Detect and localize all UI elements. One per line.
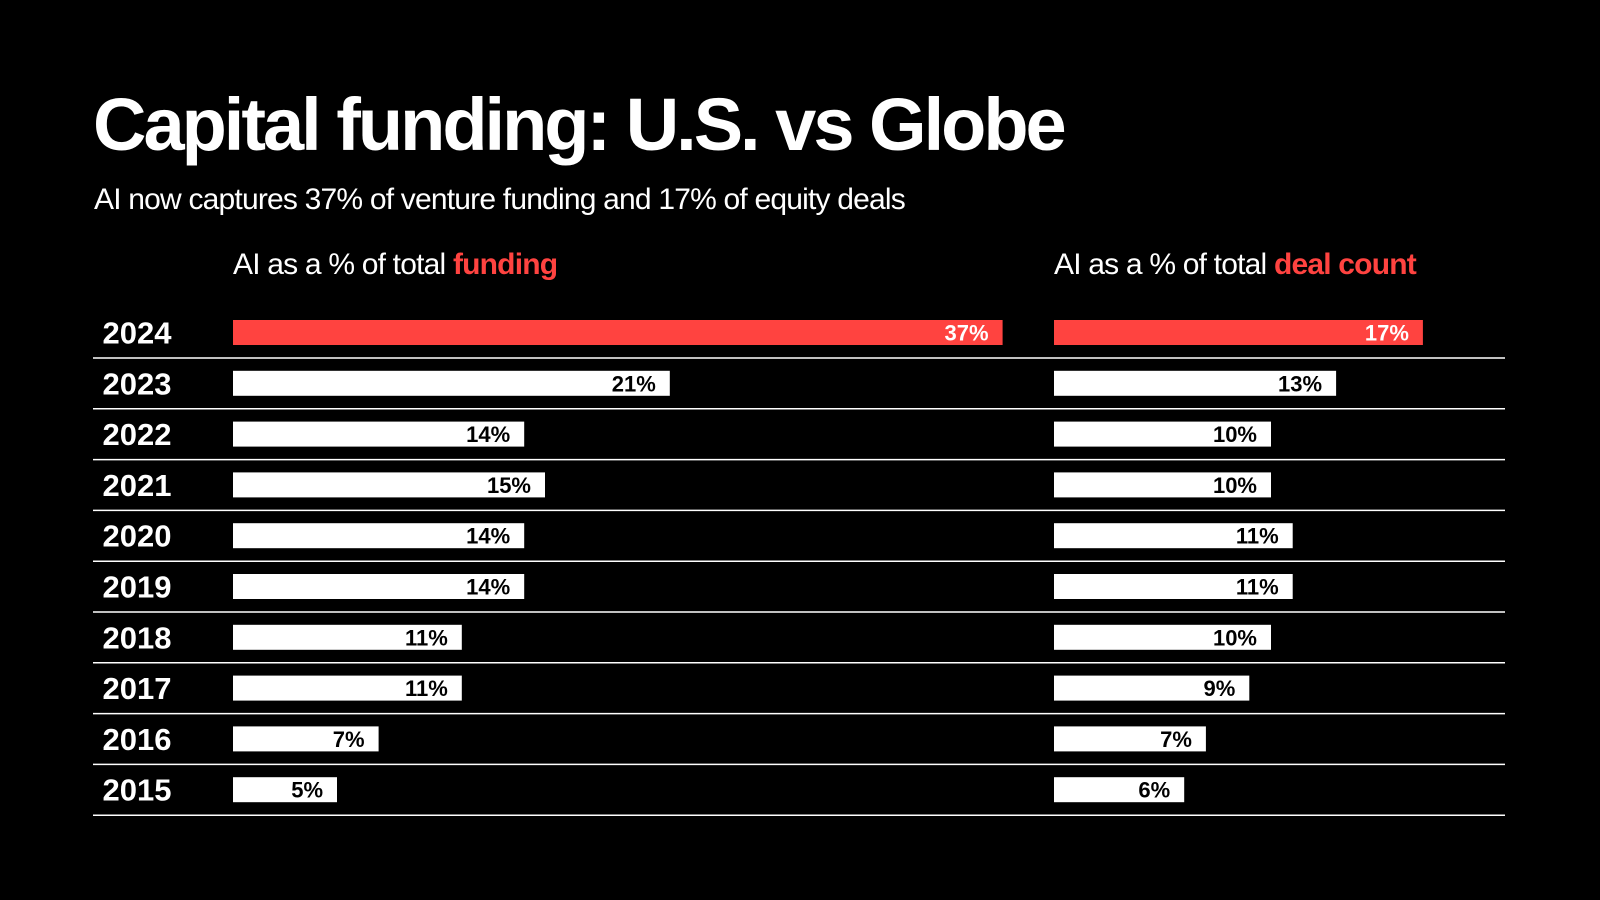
funding-value-label-2015: 5% bbox=[291, 778, 323, 803]
funding-bar-2023 bbox=[233, 370, 670, 396]
deals-bar-2024 bbox=[1054, 320, 1423, 345]
funding-bar-2017 bbox=[233, 675, 462, 701]
chart-title: Capital funding: U.S. vs Globe bbox=[93, 83, 1067, 166]
year-label-2021: 2021 bbox=[103, 468, 172, 503]
deals-bar-2018 bbox=[1054, 624, 1271, 650]
chart-subtitle: AI now captures 37% of venture funding a… bbox=[94, 183, 906, 216]
year-label-2015: 2015 bbox=[103, 773, 172, 808]
year-label-2022: 2022 bbox=[103, 417, 172, 452]
funding-value-label-2016: 7% bbox=[333, 727, 365, 752]
year-label-2016: 2016 bbox=[103, 722, 172, 757]
funding-bar-2021 bbox=[233, 472, 545, 498]
deals-bar-2022 bbox=[1054, 421, 1271, 447]
funding-value-label-2018: 11% bbox=[405, 625, 448, 650]
deals-bar-2019 bbox=[1054, 574, 1293, 599]
funding-bar-2020 bbox=[233, 523, 525, 549]
deals-value-label-2021: 10% bbox=[1213, 473, 1257, 498]
funding-bar-2015 bbox=[233, 777, 337, 803]
funding-bar-2024 bbox=[233, 320, 1003, 345]
funding-value-label-2020: 14% bbox=[466, 524, 510, 549]
year-label-2020: 2020 bbox=[103, 519, 172, 554]
deals-bar-2016 bbox=[1054, 726, 1206, 752]
deals-value-label-2019: 11% bbox=[1236, 575, 1279, 600]
funding-value-label-2024: 37% bbox=[945, 321, 989, 346]
funding-bar-2022 bbox=[233, 421, 525, 447]
deals-bar-2023 bbox=[1054, 370, 1337, 396]
deals-bar-2021 bbox=[1054, 472, 1271, 498]
deals-value-label-2016: 7% bbox=[1160, 727, 1192, 752]
year-label-2018: 2018 bbox=[103, 620, 172, 655]
funding-value-label-2021: 15% bbox=[487, 473, 531, 498]
deals-value-label-2020: 11% bbox=[1236, 524, 1279, 549]
year-label-2019: 2019 bbox=[103, 570, 172, 605]
funding-value-label-2017: 11% bbox=[405, 676, 448, 701]
deals-value-label-2023: 13% bbox=[1278, 371, 1322, 396]
deals-value-label-2018: 10% bbox=[1213, 625, 1257, 650]
funding-bar-2016 bbox=[233, 726, 379, 752]
funding-value-label-2019: 14% bbox=[466, 575, 510, 600]
funding-heading-prefix: AI as a % of total bbox=[233, 248, 453, 281]
deals-value-label-2024: 17% bbox=[1365, 321, 1409, 346]
funding-panel-heading: AI as a % of total funding bbox=[233, 248, 558, 281]
deals-panel-heading: AI as a % of total deal count bbox=[1054, 248, 1417, 281]
funding-bar-2018 bbox=[233, 624, 462, 650]
deals-bar-2017 bbox=[1054, 675, 1250, 701]
deals-value-label-2015: 6% bbox=[1138, 778, 1170, 803]
deals-heading-highlight: deal count bbox=[1273, 248, 1417, 281]
funding-value-label-2022: 14% bbox=[466, 422, 510, 447]
deals-bar-2020 bbox=[1054, 523, 1293, 549]
year-label-2024: 2024 bbox=[103, 316, 173, 351]
year-label-2023: 2023 bbox=[103, 366, 172, 401]
funding-value-label-2023: 21% bbox=[612, 371, 656, 396]
deals-heading-prefix: AI as a % of total bbox=[1054, 248, 1274, 281]
funding-bar-2019 bbox=[233, 574, 525, 599]
deals-bar-2015 bbox=[1054, 777, 1185, 803]
year-label-2017: 2017 bbox=[103, 671, 172, 706]
deals-value-label-2017: 9% bbox=[1204, 676, 1236, 701]
funding-heading-highlight: funding bbox=[452, 248, 558, 281]
deals-value-label-2022: 10% bbox=[1213, 422, 1257, 447]
